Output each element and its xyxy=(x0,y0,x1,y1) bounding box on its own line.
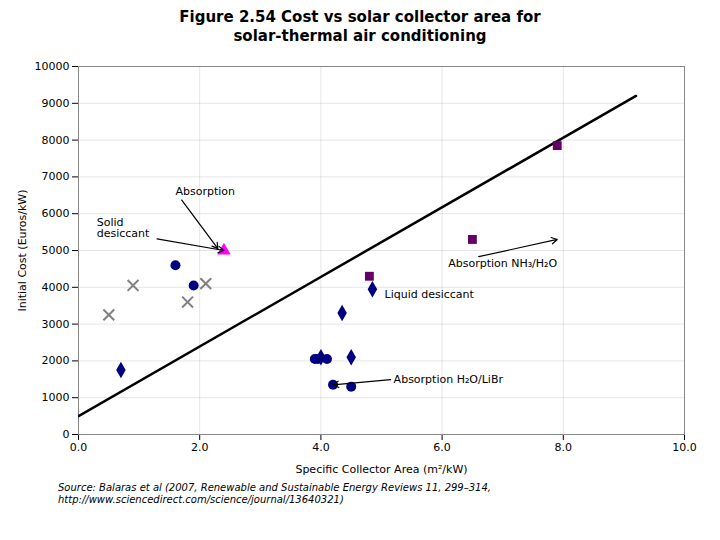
svg-text:5000: 5000 xyxy=(42,244,70,257)
svg-text:Absorption NH₃/H₂O: Absorption NH₃/H₂O xyxy=(448,256,557,269)
svg-text:2.0: 2.0 xyxy=(191,441,209,454)
svg-text:Absorption H₂O/LiBr: Absorption H₂O/LiBr xyxy=(394,372,504,385)
svg-text:7000: 7000 xyxy=(42,170,70,183)
svg-text:0.0: 0.0 xyxy=(70,441,88,454)
svg-text:1000: 1000 xyxy=(42,391,70,404)
svg-text:3000: 3000 xyxy=(42,317,70,330)
svg-text:4.0: 4.0 xyxy=(312,441,330,454)
svg-text:10.0: 10.0 xyxy=(672,441,697,454)
svg-text:9000: 9000 xyxy=(42,96,70,109)
html-text:Source: Balaras et al (2007, R: Source: Balaras et al (2007, Renewable a… xyxy=(58,481,491,505)
svg-text:2000: 2000 xyxy=(42,354,70,367)
svg-text:6.0: 6.0 xyxy=(433,441,451,454)
svg-text:Initial Cost (Euros/kW): Initial Cost (Euros/kW) xyxy=(16,189,29,311)
html-text:Figure 2.54 Cost vs solar coll: Figure 2.54 Cost vs solar collector area… xyxy=(179,8,541,45)
svg-text:8.0: 8.0 xyxy=(555,441,573,454)
svg-text:4000: 4000 xyxy=(42,280,70,293)
svg-text:Absorption: Absorption xyxy=(175,185,235,198)
svg-text:Specific Collector Area (m²/kW: Specific Collector Area (m²/kW) xyxy=(295,462,467,475)
svg-text:8000: 8000 xyxy=(42,133,70,146)
svg-text:0: 0 xyxy=(63,428,70,441)
svg-text:Liquid desiccant: Liquid desiccant xyxy=(385,288,475,301)
svg-text:6000: 6000 xyxy=(42,207,70,220)
svg-text:Soliddesiccant: Soliddesiccant xyxy=(97,216,150,240)
svg-text:10000: 10000 xyxy=(35,60,70,73)
